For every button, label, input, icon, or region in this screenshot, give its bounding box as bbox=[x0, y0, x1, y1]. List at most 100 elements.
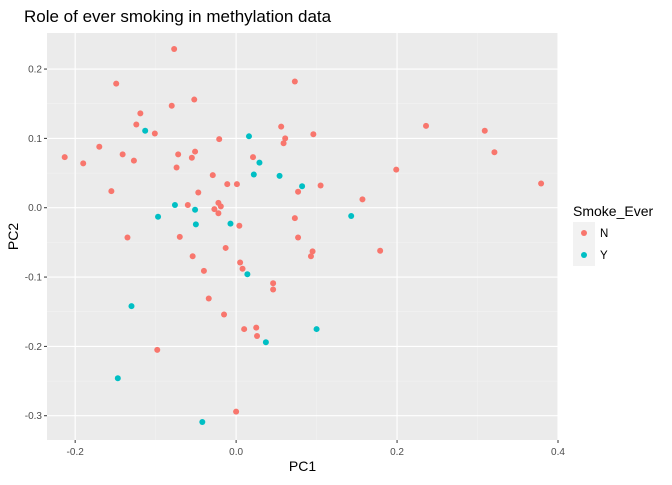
data-point-N bbox=[154, 346, 161, 353]
data-point-Y bbox=[142, 127, 149, 134]
data-points bbox=[61, 45, 545, 425]
data-point-N bbox=[270, 280, 277, 287]
y-tick-label: 0.0 bbox=[28, 203, 42, 214]
data-point-N bbox=[291, 215, 298, 222]
data-point-Y bbox=[114, 375, 121, 382]
data-point-N bbox=[241, 326, 248, 333]
data-point-N bbox=[189, 253, 196, 260]
data-point-N bbox=[113, 80, 120, 87]
data-point-Y bbox=[262, 339, 269, 346]
data-point-N bbox=[224, 181, 231, 188]
major-gridlines bbox=[47, 33, 559, 440]
y-tick-label: -0.1 bbox=[25, 273, 43, 284]
data-point-N bbox=[250, 154, 257, 161]
data-point-N bbox=[176, 233, 183, 240]
y-axis-label: PC2 bbox=[5, 223, 21, 250]
data-point-Y bbox=[128, 303, 135, 310]
x-tick-label: 0.2 bbox=[390, 447, 404, 458]
data-point-N bbox=[133, 121, 140, 128]
data-point-N bbox=[239, 265, 246, 272]
data-point-N bbox=[130, 157, 137, 164]
data-point-Y bbox=[192, 206, 199, 213]
data-point-Y bbox=[256, 159, 263, 166]
data-point-N bbox=[237, 259, 244, 266]
data-point-Y bbox=[299, 183, 306, 190]
data-point-N bbox=[491, 149, 498, 156]
data-point-N bbox=[119, 151, 126, 158]
data-point-N bbox=[175, 151, 182, 158]
legend-key-Y bbox=[581, 252, 587, 258]
data-point-N bbox=[278, 123, 285, 130]
data-point-N bbox=[307, 253, 314, 260]
data-point-N bbox=[393, 166, 400, 173]
data-point-Y bbox=[244, 271, 251, 278]
data-point-N bbox=[217, 203, 224, 210]
y-tick-label: -0.3 bbox=[25, 411, 43, 422]
data-point-N bbox=[188, 154, 195, 161]
legend-label-N: N bbox=[600, 228, 608, 240]
data-point-N bbox=[295, 188, 302, 195]
data-point-N bbox=[192, 148, 199, 155]
data-point-N bbox=[80, 160, 87, 167]
legend-key-N bbox=[581, 230, 587, 236]
data-point-Y bbox=[227, 220, 234, 227]
data-point-Y bbox=[199, 418, 206, 425]
legend-label-Y: Y bbox=[600, 250, 608, 262]
data-point-N bbox=[423, 122, 430, 129]
data-point-N bbox=[282, 135, 289, 142]
data-point-N bbox=[280, 140, 287, 147]
data-point-N bbox=[317, 182, 324, 189]
data-point-Y bbox=[348, 213, 355, 220]
data-point-Y bbox=[192, 221, 199, 228]
data-point-N bbox=[221, 311, 228, 318]
data-point-N bbox=[481, 127, 488, 134]
data-point-N bbox=[310, 131, 317, 138]
data-point-Y bbox=[313, 326, 320, 333]
data-point-N bbox=[137, 110, 144, 117]
data-point-N bbox=[96, 143, 103, 150]
x-tick-label: -0.2 bbox=[67, 447, 85, 458]
data-point-Y bbox=[155, 213, 162, 220]
data-point-N bbox=[270, 286, 277, 293]
data-point-N bbox=[377, 247, 384, 254]
data-point-N bbox=[215, 210, 222, 217]
data-point-N bbox=[254, 332, 261, 339]
data-point-N bbox=[538, 180, 545, 187]
x-tick-label: 0.4 bbox=[551, 447, 565, 458]
data-point-N bbox=[359, 196, 366, 203]
data-point-N bbox=[216, 136, 223, 143]
data-point-N bbox=[295, 234, 302, 241]
x-axis-ticks: -0.2 0.0 0.2 0.4 bbox=[67, 440, 565, 458]
data-point-N bbox=[171, 45, 178, 52]
data-point-Y bbox=[171, 201, 178, 208]
x-tick-label: 0.0 bbox=[229, 447, 243, 458]
y-tick-label: -0.2 bbox=[25, 342, 43, 353]
data-point-N bbox=[151, 130, 158, 137]
y-tick-label: 0.1 bbox=[28, 134, 42, 145]
legend: Smoke_Ever N Y bbox=[573, 203, 653, 266]
minor-gridlines bbox=[47, 33, 558, 440]
data-point-N bbox=[168, 102, 175, 109]
data-point-N bbox=[108, 188, 115, 195]
y-tick-label: 0.2 bbox=[28, 65, 42, 76]
data-point-N bbox=[211, 206, 218, 213]
data-point-N bbox=[195, 189, 202, 196]
data-point-N bbox=[253, 324, 260, 331]
data-point-N bbox=[205, 295, 212, 302]
data-point-N bbox=[291, 78, 298, 85]
data-point-N bbox=[173, 164, 180, 171]
data-point-N bbox=[233, 408, 240, 415]
data-point-N bbox=[233, 181, 240, 188]
legend-title: Smoke_Ever bbox=[573, 203, 653, 219]
data-point-Y bbox=[245, 133, 252, 140]
data-point-N bbox=[222, 244, 229, 251]
chart-title: Role of ever smoking in methylation data bbox=[24, 7, 332, 26]
data-point-N bbox=[184, 201, 191, 208]
data-point-N bbox=[236, 222, 243, 229]
data-point-N bbox=[61, 154, 68, 161]
data-point-N bbox=[124, 234, 131, 241]
data-point-N bbox=[191, 96, 198, 103]
data-point-N bbox=[209, 172, 216, 179]
